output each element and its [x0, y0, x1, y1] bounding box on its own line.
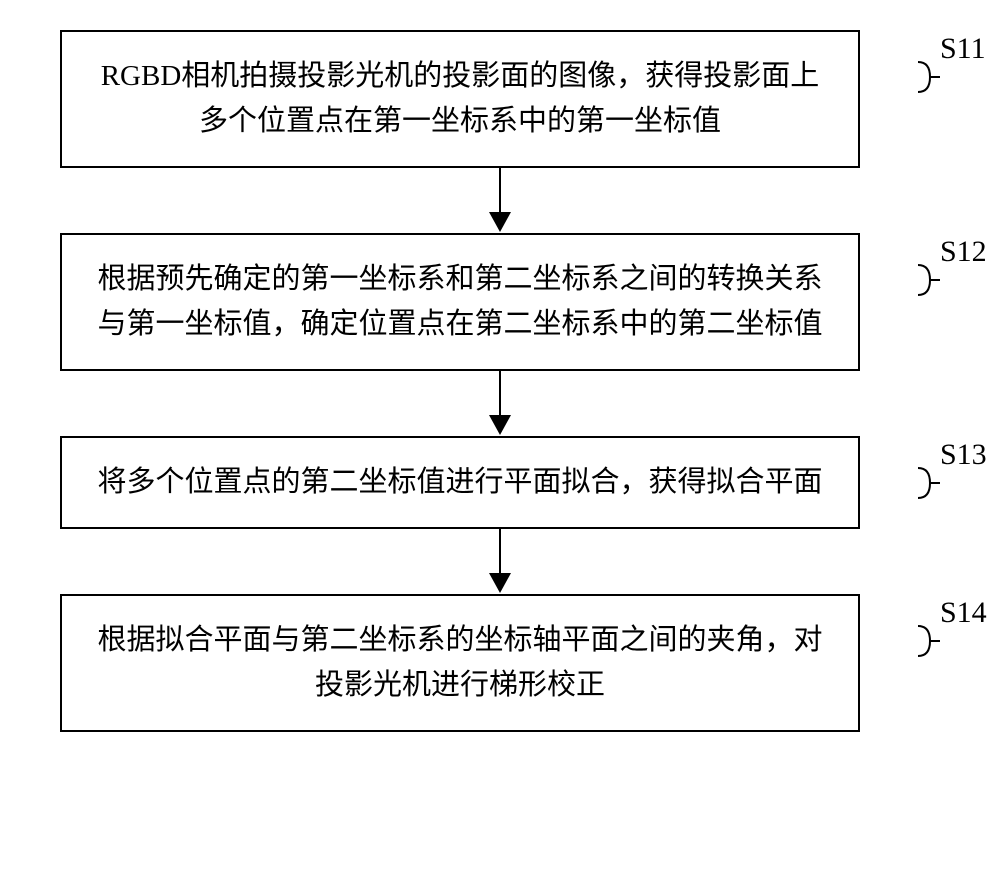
step-row-1: RGBD相机拍摄投影光机的投影面的图像，获得投影面上多个位置点在第一坐标系中的第… — [60, 30, 940, 168]
arrow-head-icon — [489, 212, 511, 232]
step-box-4: 根据拟合平面与第二坐标系的坐标轴平面之间的夹角，对投影光机进行梯形校正 — [60, 594, 860, 732]
arrow-head-icon — [489, 573, 511, 593]
step-label-4: S14 — [940, 596, 987, 630]
step-box-1: RGBD相机拍摄投影光机的投影面的图像，获得投影面上多个位置点在第一坐标系中的第… — [60, 30, 860, 168]
step-row-3: 将多个位置点的第二坐标值进行平面拟合，获得拟合平面 S13 — [60, 436, 940, 529]
step-label-3: S13 — [940, 438, 987, 472]
step-text: 将多个位置点的第二坐标值进行平面拟合，获得拟合平面 — [97, 466, 822, 498]
flowchart-container: RGBD相机拍摄投影光机的投影面的图像，获得投影面上多个位置点在第一坐标系中的第… — [60, 30, 940, 732]
arrow-2 — [100, 371, 900, 436]
step-box-2: 根据预先确定的第一坐标系和第二坐标系之间的转换关系与第一坐标值，确定位置点在第二… — [60, 233, 860, 371]
arrow-3 — [100, 529, 900, 594]
arrow-line — [499, 168, 501, 216]
step-label-1: S11 — [940, 32, 986, 66]
arrow-head-icon — [489, 415, 511, 435]
step-row-4: 根据拟合平面与第二坐标系的坐标轴平面之间的夹角，对投影光机进行梯形校正 S14 — [60, 594, 940, 732]
arrow-1 — [100, 168, 900, 233]
arrow-line — [499, 371, 501, 419]
step-text: 根据拟合平面与第二坐标系的坐标轴平面之间的夹角，对投影光机进行梯形校正 — [97, 624, 822, 701]
step-box-3: 将多个位置点的第二坐标值进行平面拟合，获得拟合平面 — [60, 436, 860, 529]
step-label-2: S12 — [940, 235, 987, 269]
step-row-2: 根据预先确定的第一坐标系和第二坐标系之间的转换关系与第一坐标值，确定位置点在第二… — [60, 233, 940, 371]
arrow-line — [499, 529, 501, 577]
step-text: 根据预先确定的第一坐标系和第二坐标系之间的转换关系与第一坐标值，确定位置点在第二… — [97, 263, 822, 340]
step-text: RGBD相机拍摄投影光机的投影面的图像，获得投影面上多个位置点在第一坐标系中的第… — [101, 60, 820, 137]
